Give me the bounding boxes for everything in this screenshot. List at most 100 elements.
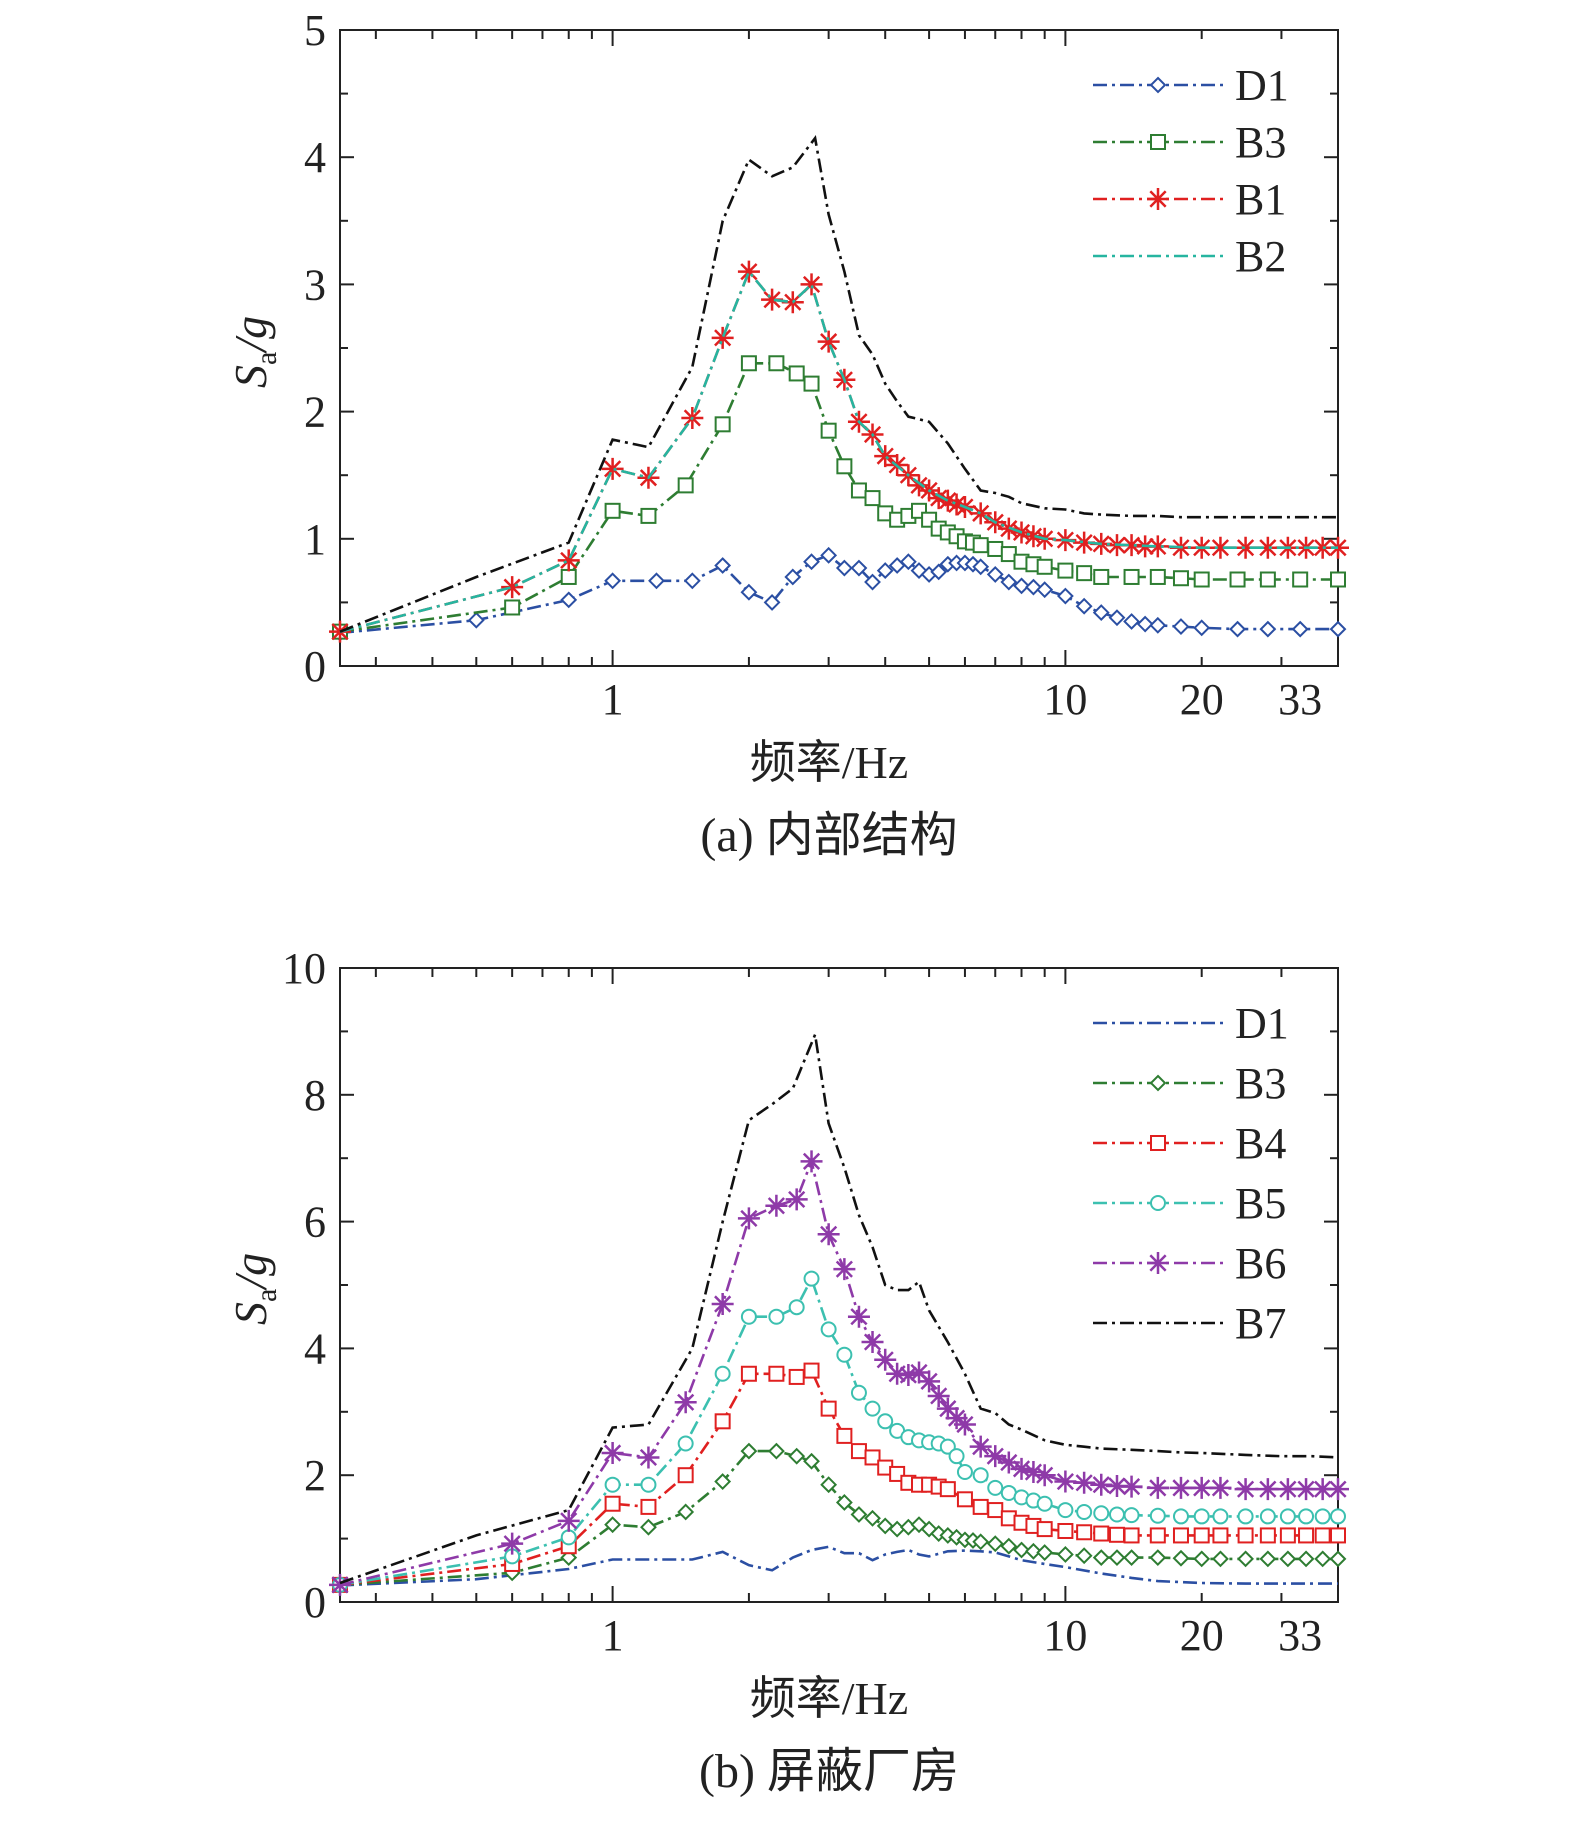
data-point xyxy=(714,557,732,574)
legend-label: D1 xyxy=(1235,61,1289,110)
data-point xyxy=(1149,616,1167,634)
data-point xyxy=(604,1516,622,1534)
data-point xyxy=(560,591,578,609)
legend: D1 B3 B4 B5 B6 B7 xyxy=(1093,999,1289,1348)
x-tick-label: 20 xyxy=(1180,675,1224,724)
data-point xyxy=(918,1370,941,1393)
data-point xyxy=(714,1413,731,1430)
data-point xyxy=(1056,587,1074,605)
data-point xyxy=(886,1362,909,1385)
data-point xyxy=(504,599,521,616)
data-point xyxy=(1093,568,1110,585)
y-tick-label: 8 xyxy=(304,1071,326,1120)
data-point xyxy=(557,1509,580,1532)
legend-label: B2 xyxy=(1235,232,1286,281)
data-point xyxy=(329,1573,351,1596)
data-point xyxy=(1193,571,1210,588)
data-point xyxy=(1120,1475,1143,1498)
y-tick-label: 0 xyxy=(304,1578,326,1627)
chart-panel-b: 0 2 4 6 8 10 1 10 20 33 频率/Hz Sa/g (b) 屏蔽厂房 D1 B3 B4 B5 B… xyxy=(0,940,1575,1831)
data-point xyxy=(927,1384,950,1407)
y-tick-label: 6 xyxy=(304,1198,326,1247)
data-point xyxy=(817,330,840,353)
data-point xyxy=(1298,1527,1315,1544)
data-point xyxy=(803,1362,820,1379)
data-point xyxy=(1057,562,1074,579)
y-tick-label: 1 xyxy=(304,515,326,564)
data-point xyxy=(1146,1476,1169,1499)
series-b3 xyxy=(331,1442,1347,1594)
series-line xyxy=(339,1157,1338,1587)
data-point xyxy=(1123,1527,1140,1544)
data-point xyxy=(640,1476,657,1493)
data-point xyxy=(927,487,950,510)
data-point xyxy=(997,1451,1020,1474)
series-d1 xyxy=(339,1545,1338,1587)
data-point xyxy=(1311,1478,1334,1501)
data-point xyxy=(803,1270,820,1287)
data-point xyxy=(972,1467,989,1484)
plot-area xyxy=(329,134,1349,643)
data-point xyxy=(1073,1471,1096,1494)
data-point xyxy=(972,1498,989,1515)
data-point xyxy=(1234,1478,1257,1501)
x-tick-label: 1 xyxy=(602,1611,624,1660)
data-point xyxy=(1149,1507,1166,1524)
data-point xyxy=(601,457,624,480)
data-point xyxy=(788,1368,805,1385)
data-point xyxy=(788,1299,805,1316)
x-tick-label: 10 xyxy=(1043,1611,1087,1660)
y-tick-label: 2 xyxy=(304,1451,326,1500)
data-point xyxy=(1330,1527,1346,1544)
data-point xyxy=(740,1442,758,1460)
data-point xyxy=(876,562,894,580)
y-tick-label: 10 xyxy=(282,944,326,993)
data-point xyxy=(1108,1549,1126,1567)
data-point xyxy=(1259,1550,1277,1568)
data-point xyxy=(835,559,853,577)
data-point xyxy=(784,568,802,586)
data-point xyxy=(1092,1549,1110,1567)
data-point xyxy=(1172,570,1189,587)
data-point xyxy=(1279,1550,1297,1568)
data-point xyxy=(1237,1527,1254,1544)
data-point xyxy=(604,502,621,519)
data-point xyxy=(711,1293,734,1316)
data-point xyxy=(1237,1550,1254,1568)
data-point xyxy=(1329,620,1347,638)
data-point xyxy=(987,1502,1004,1519)
data-point xyxy=(899,553,917,571)
data-point xyxy=(850,1443,867,1460)
series-line xyxy=(339,269,1338,633)
data-point xyxy=(604,1495,621,1512)
data-point xyxy=(874,1348,897,1371)
data-point xyxy=(1297,1550,1315,1568)
data-point xyxy=(1013,1541,1030,1559)
data-point xyxy=(864,1509,881,1527)
data-point xyxy=(835,1494,853,1511)
data-point xyxy=(1076,1524,1093,1541)
data-point xyxy=(604,1476,621,1493)
x-tick-label: 33 xyxy=(1278,675,1322,724)
data-point xyxy=(1123,1549,1140,1567)
data-point xyxy=(1076,1503,1093,1520)
data-point xyxy=(877,1413,894,1430)
data-point xyxy=(1056,1546,1074,1563)
data-point xyxy=(1295,1478,1318,1501)
data-point xyxy=(1256,1478,1279,1501)
data-point xyxy=(1172,1527,1189,1544)
data-point xyxy=(1105,1474,1128,1497)
y-tick-label: 4 xyxy=(304,133,326,182)
series-line xyxy=(339,134,1338,633)
data-point xyxy=(847,1305,870,1328)
data-point xyxy=(1212,1508,1229,1525)
y-axis-title-main: S xyxy=(225,1302,276,1325)
data-point xyxy=(953,1413,976,1436)
data-point xyxy=(820,422,837,439)
legend-marker xyxy=(1149,1074,1167,1092)
data-point xyxy=(1209,536,1232,559)
x-tick-label: 10 xyxy=(1043,675,1087,724)
data-point xyxy=(1259,1508,1276,1525)
data-point xyxy=(1108,609,1126,627)
legend-label: B7 xyxy=(1235,1299,1286,1348)
